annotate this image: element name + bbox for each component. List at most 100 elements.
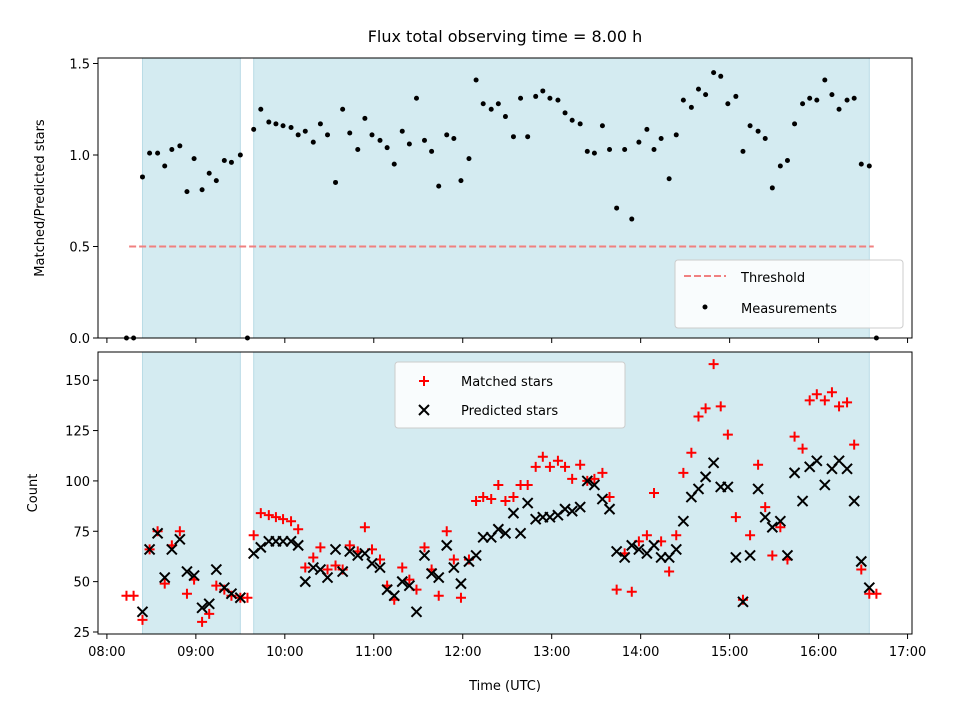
measurement-point bbox=[221, 157, 227, 163]
bottom-legend-box bbox=[394, 361, 626, 429]
measurement-point bbox=[340, 106, 346, 112]
bottom-panel: 25 50 75 100 125 150 08:00 09:00 10:00 11:00 12:0… bbox=[26, 351, 926, 694]
predicted-star-point bbox=[359, 547, 371, 560]
predicted-star-point bbox=[255, 541, 267, 554]
predicted-star-point bbox=[210, 563, 223, 576]
matched-star-point bbox=[204, 608, 215, 619]
measurement-point bbox=[369, 132, 375, 138]
predicted-star-point bbox=[848, 495, 860, 507]
x-tick-label: 12:00 bbox=[444, 645, 481, 660]
measurement-point bbox=[644, 126, 650, 132]
measurement-point bbox=[288, 125, 294, 131]
measurement-point bbox=[444, 132, 450, 138]
matched-star-point bbox=[722, 429, 733, 440]
predicted-star-point bbox=[188, 569, 200, 582]
predicted-star-point bbox=[707, 457, 720, 469]
predicted-star-point bbox=[766, 521, 779, 533]
matched-star-point bbox=[508, 492, 519, 503]
matched-star-point bbox=[730, 512, 741, 523]
matched-star-point bbox=[315, 542, 326, 553]
matched-star-point bbox=[671, 530, 682, 541]
measurement-point bbox=[577, 121, 583, 127]
predicted-star-point bbox=[455, 577, 467, 590]
measurement-point bbox=[807, 95, 813, 101]
measurement-point bbox=[451, 136, 457, 142]
predicted-star-point bbox=[670, 543, 682, 556]
measurement-point bbox=[169, 147, 175, 153]
matched-star-point bbox=[641, 530, 652, 541]
matched-star-point bbox=[834, 401, 845, 412]
x-tick-label: 10:00 bbox=[266, 645, 303, 660]
measurement-point bbox=[562, 110, 568, 116]
measurement-point bbox=[547, 95, 553, 101]
predicted-star-point bbox=[544, 511, 556, 523]
measurement-point bbox=[533, 93, 539, 99]
measurement-point bbox=[266, 119, 272, 125]
predicted-star-point bbox=[285, 535, 297, 548]
measurement-point bbox=[599, 123, 605, 129]
predicted-star-point bbox=[352, 549, 364, 562]
matched-star-point bbox=[471, 496, 482, 507]
bottom-y-tick-label: 50 bbox=[73, 576, 90, 591]
top-legend-box bbox=[674, 259, 904, 329]
matched-star-point bbox=[745, 530, 756, 541]
predicted-star-point bbox=[418, 549, 431, 562]
measurement-point bbox=[191, 156, 197, 162]
predicted-star-point bbox=[410, 606, 423, 618]
measurement-point bbox=[199, 187, 205, 193]
measurement-point bbox=[458, 178, 464, 184]
predicted-star-point bbox=[344, 545, 356, 558]
measurement-point bbox=[614, 205, 620, 211]
measurement-point bbox=[518, 95, 524, 101]
predicted-star-point bbox=[581, 475, 593, 487]
matched-star-point bbox=[397, 562, 408, 573]
predicted-star-point bbox=[774, 515, 787, 527]
measurement-point bbox=[866, 163, 872, 169]
measurement-point bbox=[147, 150, 153, 156]
matched-star-point bbox=[826, 387, 837, 398]
predicted-star-point bbox=[737, 596, 749, 608]
predicted-star-point bbox=[559, 503, 571, 515]
predicted-star-point bbox=[196, 602, 208, 614]
predicted-star-point bbox=[596, 493, 609, 505]
bottom-y-tick-label: 75 bbox=[73, 525, 90, 540]
top-y-tick-label: 1.5 bbox=[69, 57, 90, 72]
matched-star-point bbox=[715, 401, 726, 412]
matched-star-point bbox=[286, 516, 297, 527]
matched-star-point bbox=[693, 411, 704, 422]
matched-star-point bbox=[159, 578, 170, 589]
matched-star-point bbox=[137, 614, 148, 625]
matched-star-point bbox=[567, 473, 578, 484]
bottom-y-tick-label: 150 bbox=[65, 374, 90, 389]
x-tick-label: 14:00 bbox=[622, 645, 659, 660]
legend-predicted-label: Predicted stars bbox=[461, 404, 558, 419]
measurement-point bbox=[413, 95, 419, 101]
predicted-star-point bbox=[448, 561, 460, 574]
predicted-star-point bbox=[626, 539, 638, 552]
measurement-point bbox=[673, 132, 679, 138]
predicted-star-point bbox=[307, 561, 319, 574]
top-y-axis-label: Matched/Predicted stars bbox=[33, 119, 48, 277]
measurement-point bbox=[800, 101, 806, 107]
measurement-point bbox=[399, 128, 405, 134]
matched-star-point bbox=[611, 584, 622, 595]
predicted-star-point bbox=[499, 527, 512, 539]
measurement-point bbox=[177, 143, 183, 149]
measurement-point bbox=[829, 92, 835, 98]
predicted-star-point bbox=[203, 598, 215, 610]
bottom-panel-frame bbox=[97, 351, 913, 635]
measurement-point bbox=[302, 128, 308, 134]
matched-star-point bbox=[537, 451, 548, 462]
measurement-point bbox=[569, 117, 575, 123]
legend-measurements-swatch bbox=[702, 304, 708, 310]
measurement-point bbox=[622, 147, 628, 153]
observing-window-1 bbox=[141, 57, 241, 339]
measurement-point bbox=[651, 147, 657, 153]
predicted-star-point bbox=[759, 511, 771, 523]
measurement-point bbox=[555, 97, 561, 103]
matched-star-point bbox=[664, 566, 675, 577]
predicted-star-point bbox=[366, 557, 378, 570]
x-axis-label: Time (UTC) bbox=[468, 679, 541, 694]
bottom-y-tick-label: 100 bbox=[65, 475, 90, 490]
predicted-star-point bbox=[699, 471, 712, 483]
